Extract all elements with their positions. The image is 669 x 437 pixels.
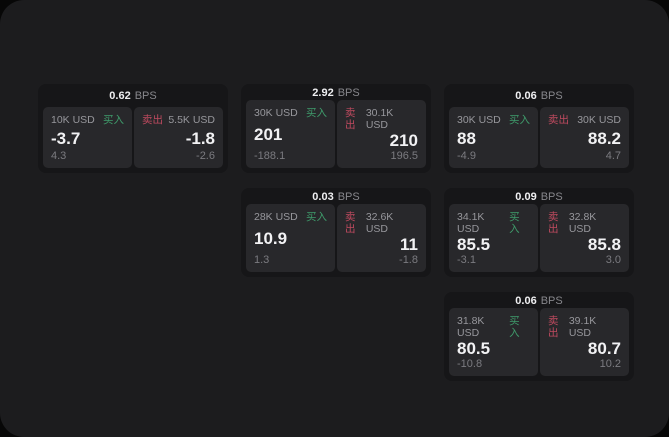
sell-amount: 30K USD: [577, 114, 621, 126]
sell-pane[interactable]: 卖出 32.8K USD 85.8 3.0: [540, 204, 629, 272]
sell-amount: 5.5K USD: [168, 114, 215, 126]
bps-value: 0.09: [515, 190, 537, 203]
buy-price: -3.7: [51, 128, 81, 148]
card-header: 0.09 BPS: [444, 188, 634, 204]
sell-amount: 30.1K USD: [365, 107, 394, 131]
sell-amount: 32.8K USD: [568, 211, 597, 235]
card-header: 0.62 BPS: [38, 84, 228, 107]
buy-delta: -4.9: [457, 150, 476, 162]
buy-amount: 10K USD: [51, 114, 95, 126]
buy-price: 10.9: [254, 229, 288, 248]
bps-unit: BPS: [134, 90, 157, 102]
quote-card: 0.09 BPS 34.1K USD 买入 85.5 -3.1 卖出 32.8K…: [444, 188, 634, 277]
buy-price: 80.5: [457, 339, 491, 358]
buy-amount: 34.1K USD: [457, 211, 485, 235]
sell-delta: 196.5: [390, 150, 418, 162]
buy-price: 85.5: [457, 235, 491, 254]
buy-label: 买入: [509, 114, 530, 126]
sell-delta: 3.0: [605, 254, 621, 266]
card-header: 0.06 BPS: [444, 84, 634, 107]
bps-unit: BPS: [540, 90, 563, 102]
sell-label: 卖出: [142, 114, 163, 126]
quote-panes: 10K USD 买入 -3.7 4.3 卖出 5.5K USD -1.8 -2.…: [38, 107, 228, 173]
quote-card: 0.06 BPS 30K USD 买入 88 -4.9 卖出 30K USD: [444, 84, 634, 173]
sell-delta: 4.7: [605, 150, 621, 162]
buy-pane[interactable]: 30K USD 买入 201 -188.1: [246, 100, 335, 168]
bps-value: 0.03: [312, 190, 334, 203]
bps-value: 0.06: [515, 90, 537, 102]
buy-price: 201: [254, 125, 283, 144]
bps-value: 0.62: [109, 90, 131, 102]
sell-price: 80.7: [587, 339, 621, 358]
buy-label: 买入: [103, 114, 124, 126]
sell-pane[interactable]: 卖出 39.1K USD 80.7 10.2: [540, 308, 629, 376]
sell-label: 卖出: [548, 211, 559, 235]
buy-delta: -188.1: [254, 150, 286, 162]
sell-label: 卖出: [548, 114, 569, 126]
buy-delta: 4.3: [51, 150, 67, 162]
buy-amount: 30K USD: [254, 107, 298, 119]
buy-label: 买入: [509, 211, 520, 235]
buy-amount: 31.8K USD: [457, 315, 485, 339]
quote-card: 0.62 BPS 10K USD 买入 -3.7 4.3 卖出 5.5K USD: [38, 84, 228, 173]
card-header: 0.03 BPS: [241, 188, 431, 204]
quote-panes: 34.1K USD 买入 85.5 -3.1 卖出 32.8K USD 85.8…: [444, 204, 634, 277]
sell-label: 卖出: [345, 211, 356, 235]
quote-card: 2.92 BPS 30K USD 买入 201 -188.1 卖出 30.1K …: [241, 84, 431, 173]
buy-price: 88: [457, 128, 476, 148]
sell-pane[interactable]: 卖出 30.1K USD 210 196.5: [337, 100, 426, 168]
sell-label: 卖出: [548, 315, 559, 339]
sell-pane[interactable]: 卖出 5.5K USD -1.8 -2.6: [134, 107, 223, 168]
card-header: 2.92 BPS: [241, 84, 431, 100]
sell-price: 85.8: [587, 235, 621, 254]
buy-delta: -10.8: [457, 358, 483, 370]
buy-delta: -3.1: [457, 254, 476, 266]
card-header: 0.06 BPS: [444, 292, 634, 308]
bps-unit: BPS: [337, 86, 360, 99]
buy-amount: 28K USD: [254, 211, 298, 223]
buy-label: 买入: [306, 211, 327, 223]
bps-unit: BPS: [540, 294, 563, 307]
sell-amount: 32.6K USD: [365, 211, 394, 235]
quote-grid: 0.62 BPS 10K USD 买入 -3.7 4.3 卖出 5.5K USD: [38, 84, 634, 381]
sell-price: 11: [400, 235, 418, 254]
sell-price: 88.2: [587, 128, 621, 148]
sell-price: 210: [389, 131, 418, 150]
buy-pane[interactable]: 10K USD 买入 -3.7 4.3: [43, 107, 132, 168]
sell-delta: 10.2: [599, 358, 621, 370]
buy-label: 买入: [306, 107, 327, 119]
quote-panes: 31.8K USD 买入 80.5 -10.8 卖出 39.1K USD 80.…: [444, 308, 634, 381]
bps-value: 2.92: [312, 86, 334, 99]
buy-pane[interactable]: 30K USD 买入 88 -4.9: [449, 107, 538, 168]
bps-unit: BPS: [540, 190, 563, 203]
sell-price: -1.8: [185, 128, 215, 148]
buy-pane[interactable]: 34.1K USD 买入 85.5 -3.1: [449, 204, 538, 272]
quote-panes: 30K USD 买入 201 -188.1 卖出 30.1K USD 210 1…: [241, 100, 431, 173]
sell-pane[interactable]: 卖出 30K USD 88.2 4.7: [540, 107, 629, 168]
sell-label: 卖出: [345, 107, 356, 131]
buy-delta: 1.3: [254, 254, 270, 266]
buy-pane[interactable]: 31.8K USD 买入 80.5 -10.8: [449, 308, 538, 376]
sell-delta: -2.6: [196, 150, 215, 162]
sell-delta: -1.8: [399, 254, 418, 266]
buy-pane[interactable]: 28K USD 买入 10.9 1.3: [246, 204, 335, 272]
quote-card: 0.06 BPS 31.8K USD 买入 80.5 -10.8 卖出 39.1…: [444, 292, 634, 381]
sell-amount: 39.1K USD: [568, 315, 597, 339]
buy-amount: 30K USD: [457, 114, 501, 126]
bps-unit: BPS: [337, 190, 360, 203]
quote-card: 0.03 BPS 28K USD 买入 10.9 1.3 卖出 32.6K US…: [241, 188, 431, 277]
sell-pane[interactable]: 卖出 32.6K USD 11 -1.8: [337, 204, 426, 272]
quote-panes: 28K USD 买入 10.9 1.3 卖出 32.6K USD 11 -1.8: [241, 204, 431, 277]
quote-panes: 30K USD 买入 88 -4.9 卖出 30K USD 88.2 4.7: [444, 107, 634, 173]
bps-value: 0.06: [515, 294, 537, 307]
buy-label: 买入: [509, 315, 520, 339]
